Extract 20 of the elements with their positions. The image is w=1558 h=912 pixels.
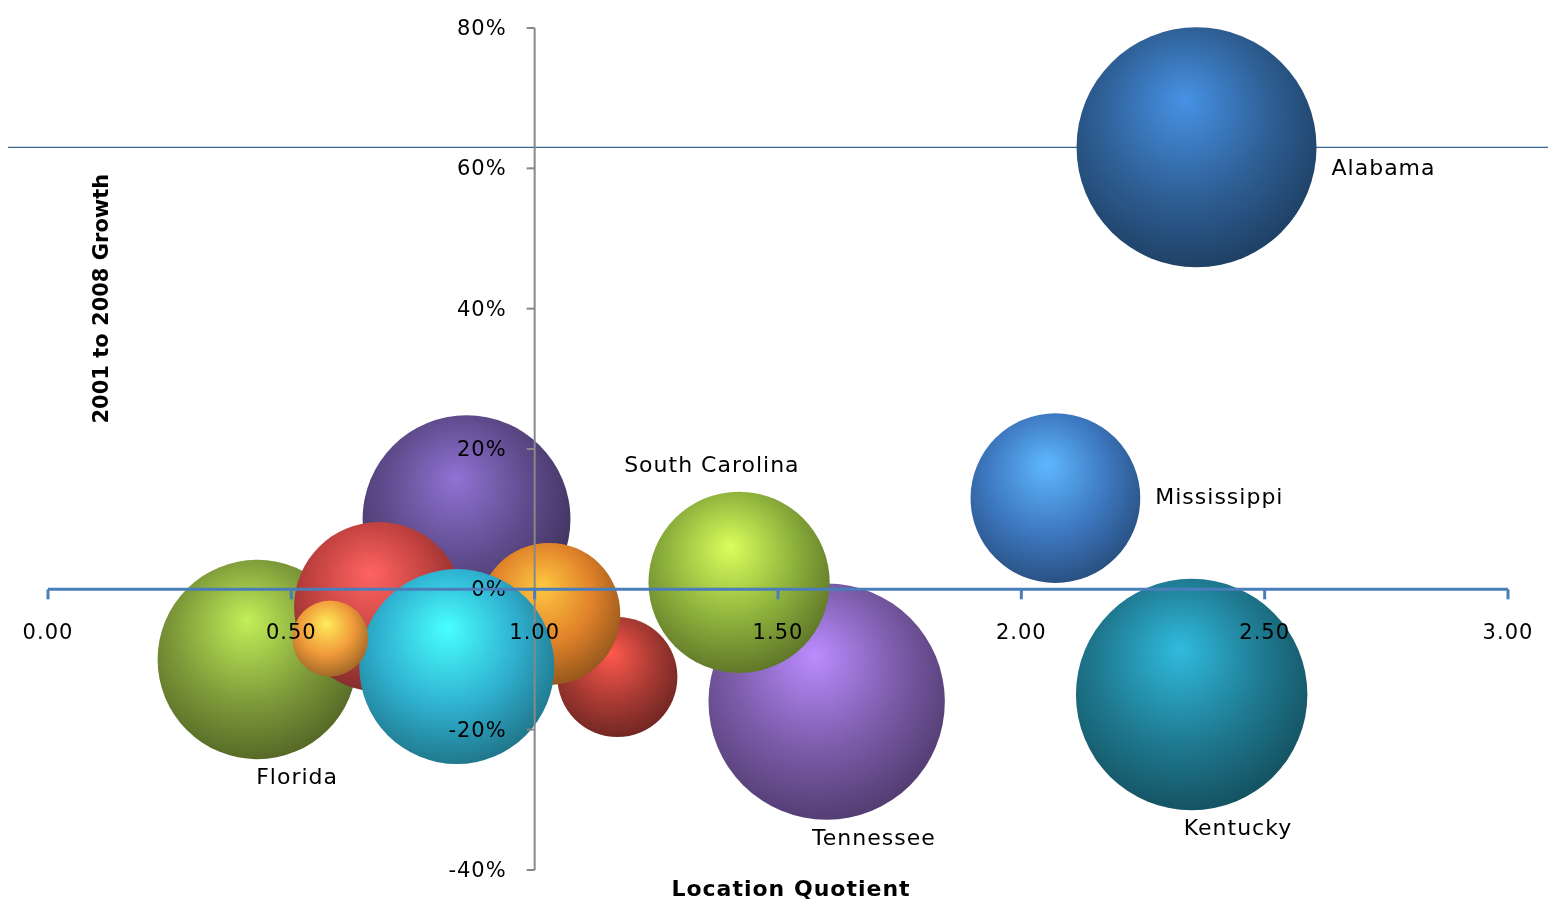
series-label: Tennessee: [811, 824, 936, 850]
x-tick-label: 2.50: [1239, 620, 1291, 645]
series-label: Mississippi: [1155, 484, 1284, 510]
x-tick-label: 0.00: [22, 620, 74, 645]
x-axis-title: Location Quotient: [671, 876, 911, 901]
series-label: Florida: [256, 764, 339, 790]
y-tick-label: -40%: [448, 858, 507, 882]
series-label: South Carolina: [624, 451, 800, 477]
y-axis-title: 2001 to 2008 Growth: [89, 173, 113, 424]
series-label: Kentucky: [1183, 815, 1293, 841]
y-tick-label: 60%: [456, 156, 507, 181]
x-tick-label: 3.00: [1482, 620, 1534, 645]
x-tick-label: 0.50: [265, 620, 317, 645]
y-tick-label: 80%: [456, 16, 507, 40]
series-label: Alabama: [1331, 155, 1436, 181]
y-tick-label: -20%: [448, 717, 507, 742]
x-tick-label: 1.50: [752, 620, 804, 645]
y-tick-label: 20%: [456, 437, 507, 461]
y-tick-label: 40%: [456, 296, 507, 321]
x-tick-label: 2.00: [995, 620, 1047, 645]
